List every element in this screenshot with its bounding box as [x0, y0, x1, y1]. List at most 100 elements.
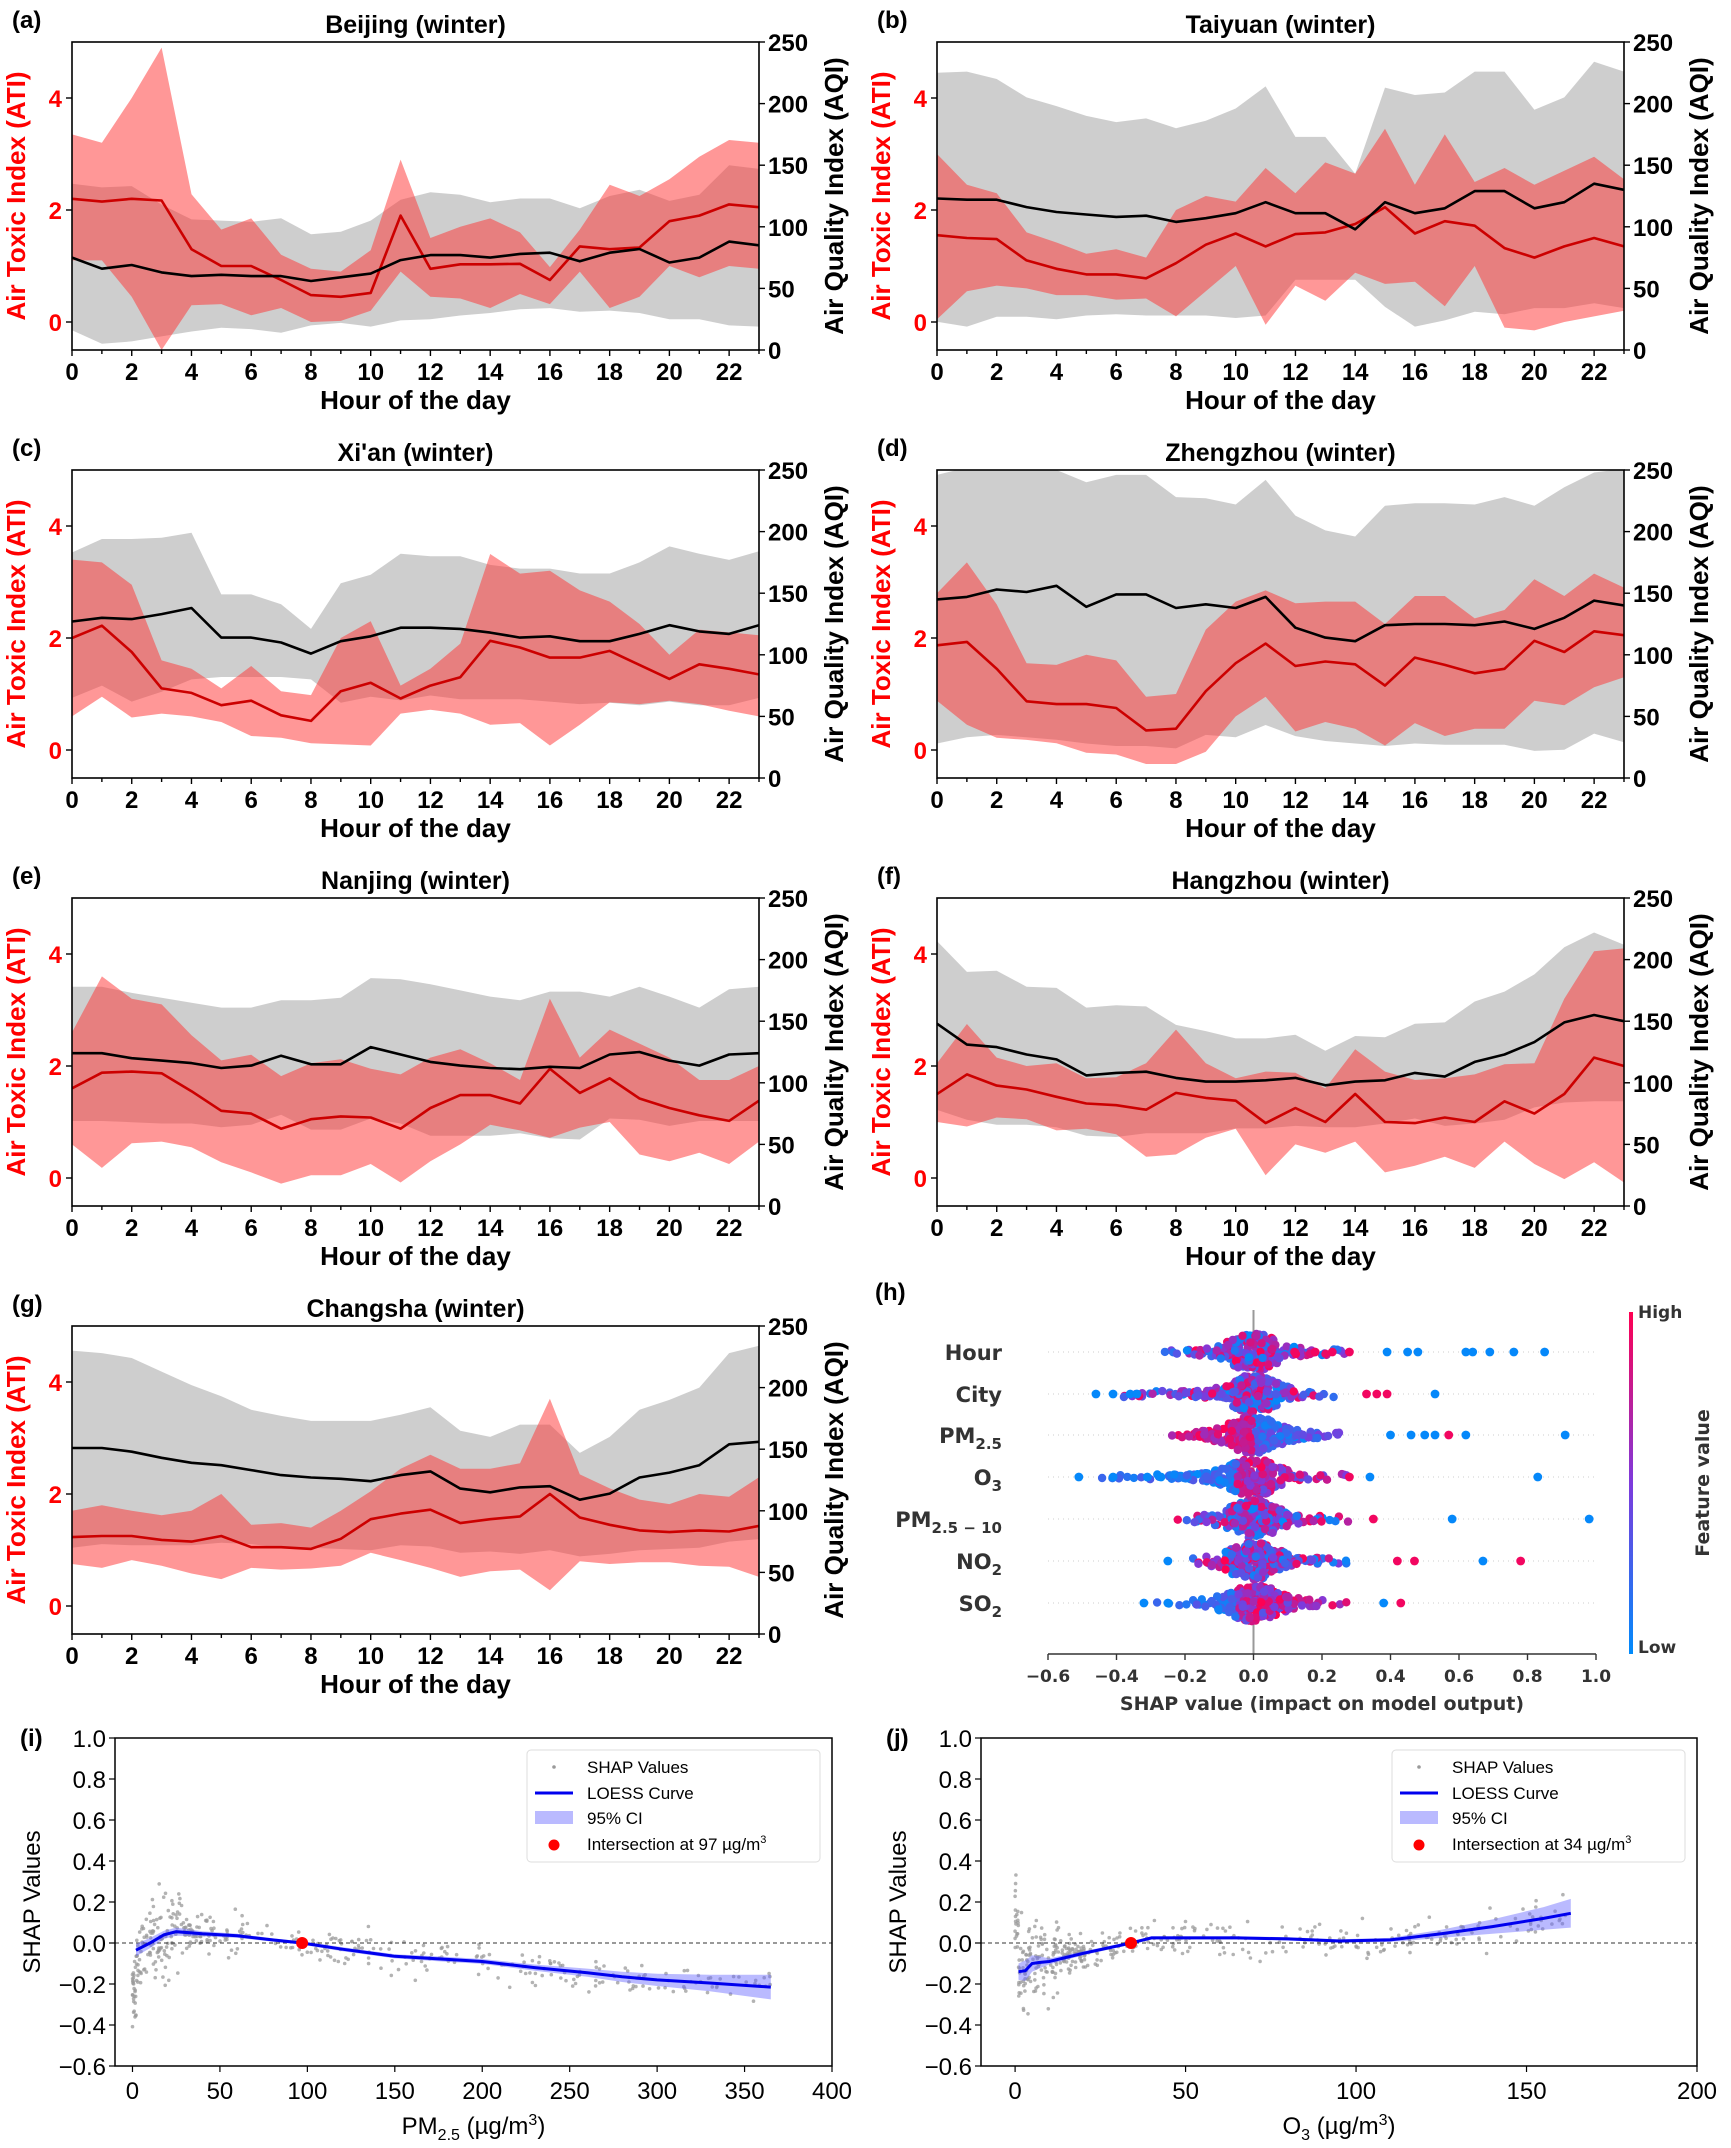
- shap-point: [1340, 1944, 1344, 1949]
- plot-area: [937, 932, 1624, 1183]
- shap-dot: [1321, 1349, 1330, 1359]
- shap-dot: [1239, 1438, 1248, 1447]
- y-right-tick-label: 200: [1633, 520, 1673, 547]
- shap-point: [410, 1951, 414, 1955]
- shap-point: [184, 1933, 188, 1937]
- shap-point: [195, 1925, 199, 1929]
- shap-point: [530, 1980, 535, 1985]
- shap-dot: [1245, 1613, 1254, 1623]
- x-axis-label: Hour of the day: [320, 385, 511, 415]
- y-left-tick-label: 4: [914, 514, 928, 541]
- shap-dot: [1268, 1469, 1278, 1478]
- y-tick-label: 0.6: [939, 1808, 972, 1835]
- shap-point: [1141, 1933, 1145, 1938]
- shap-point: [329, 1937, 333, 1941]
- shap-point: [1051, 1995, 1056, 2000]
- shap-dot: [1158, 1386, 1167, 1396]
- shap-point: [184, 1946, 189, 1951]
- shap-point: [684, 1989, 688, 1993]
- shap-point: [429, 1952, 434, 1957]
- x-tick-label: 12: [417, 787, 444, 814]
- y-right-tick-label: 100: [1633, 1071, 1673, 1098]
- feature-label-main: PM: [895, 1508, 931, 1532]
- shap-dot: [1108, 1472, 1118, 1482]
- shap-point: [1530, 1915, 1535, 1919]
- shap-point: [1221, 1926, 1225, 1931]
- shap-point: [1393, 1944, 1397, 1948]
- x-tick-label: 50: [1172, 2078, 1199, 2105]
- ati-band: [72, 1398, 759, 1591]
- shap-point: [682, 1986, 687, 1990]
- shap-dot: [1324, 1554, 1334, 1563]
- y-left-axis-label: Air Toxic Index (ATI): [866, 500, 896, 749]
- y-right-axis-label: Air Quality Index (AQI): [1684, 485, 1714, 762]
- x-tick-label: 2: [125, 1643, 138, 1670]
- panel-i: 0 50 100 150 200 250 300 350 400 −0.6 −0.4 −0.2 0.0 0…: [19, 1725, 852, 2144]
- shap-point: [195, 1934, 199, 1939]
- plot-area: [115, 1882, 832, 2029]
- shap-point: [663, 1985, 667, 1990]
- shap-dot: [1244, 1528, 1254, 1538]
- shap-dot: [1410, 1556, 1419, 1566]
- x-axis-label: SHAP value (impact on model output): [1120, 1693, 1524, 1715]
- shap-point: [338, 1938, 343, 1942]
- shap-point: [177, 1892, 181, 1896]
- panel-f: 0 2 4 6 8 10 12 14 16 18 20 22 0 2 4 0 50 100 150 200 250 Han…: [866, 863, 1714, 1271]
- shap-dot: [1268, 1528, 1277, 1538]
- shap-dot: [1276, 1476, 1285, 1485]
- shap-point: [1180, 1951, 1185, 1956]
- x-tick-label: 8: [304, 1643, 317, 1670]
- shap-point: [235, 1947, 240, 1951]
- shap-dot: [1345, 1347, 1354, 1357]
- shap-point: [1140, 1926, 1144, 1930]
- shap-point: [597, 1981, 602, 1985]
- shap-point: [205, 1939, 209, 1944]
- shap-dot: [1259, 1485, 1268, 1494]
- shap-dot: [1406, 1430, 1416, 1440]
- shap-point: [1046, 2007, 1051, 2011]
- shap-point: [419, 1959, 424, 1964]
- shap-point: [1408, 1950, 1412, 1955]
- x-tick-label: 14: [1342, 1215, 1369, 1242]
- y-tick-label: −0.4: [59, 2013, 106, 2040]
- shap-dot: [1430, 1430, 1440, 1440]
- shap-point: [1152, 1918, 1157, 1923]
- shap-point: [685, 1968, 690, 1973]
- shap-point: [1095, 1958, 1099, 1962]
- feature-label-main: O: [974, 1466, 992, 1490]
- shap-point: [336, 1959, 341, 1964]
- shap-point: [241, 1930, 245, 1935]
- shap-point: [1470, 1931, 1474, 1935]
- shap-point: [133, 2001, 137, 2005]
- shap-point: [1070, 1947, 1075, 1951]
- shap-point: [233, 1907, 238, 1911]
- shap-point: [181, 1921, 186, 1925]
- shap-point: [564, 1978, 568, 1983]
- shap-point: [137, 1957, 142, 1962]
- shap-point: [1046, 1956, 1051, 1960]
- x-axis-label-main: O: [1283, 2113, 1302, 2140]
- x-tick-label: 10: [1222, 1215, 1249, 1242]
- shap-dot: [1259, 1444, 1268, 1453]
- shap-point: [1396, 1933, 1401, 1938]
- shap-point: [225, 1928, 229, 1932]
- shap-dot: [1202, 1472, 1211, 1481]
- shap-point: [173, 1924, 177, 1928]
- y-tick-label: −0.6: [925, 2054, 972, 2081]
- shap-point: [520, 1953, 525, 1957]
- shap-point: [213, 1935, 218, 1940]
- shap-dot: [1382, 1347, 1392, 1357]
- shap-point: [425, 1968, 429, 1972]
- shap-dot: [1372, 1389, 1382, 1399]
- shap-point: [548, 1961, 553, 1966]
- shap-point: [151, 1946, 156, 1951]
- x-axis-label-sub: 2.5: [438, 2127, 460, 2144]
- shap-point: [1076, 1944, 1080, 1949]
- shap-scatter-points: [1013, 1873, 1568, 2016]
- x-tick-label: 12: [417, 1643, 444, 1670]
- shap-point: [1068, 1951, 1072, 1955]
- plot-area: [72, 532, 759, 746]
- legend-marker-intersection: [548, 1839, 560, 1851]
- x-tick-label: 22: [716, 359, 743, 386]
- ati-mean-line: [937, 1056, 1624, 1125]
